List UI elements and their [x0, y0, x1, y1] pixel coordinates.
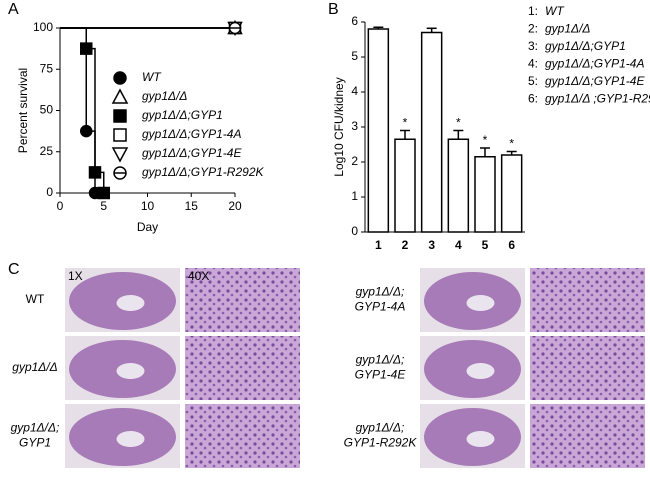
panel-label: A [8, 1, 19, 18]
x-tick-label: 5 [482, 238, 489, 252]
legend-label: gyp1Δ/Δ [142, 89, 187, 103]
legend-label: gyp1Δ/Δ ;GYP1-R292K [545, 92, 650, 106]
bar [420, 31, 443, 233]
column-label: 1X [68, 269, 83, 283]
y-tick-label: 4 [351, 84, 358, 98]
legend-label: gyp1Δ/Δ;GYP1-R292K [142, 165, 264, 179]
pelvis [466, 295, 495, 311]
marker [111, 88, 129, 104]
marker [97, 186, 110, 200]
marker [113, 71, 127, 85]
significance: * [509, 137, 514, 151]
pelvis [116, 431, 145, 447]
row-label: gyp1Δ/Δ; [356, 285, 405, 299]
y-tick-label: 6 [351, 14, 358, 28]
y-tick-label: 75 [40, 61, 54, 75]
marker [88, 166, 102, 179]
legend-label: gyp1Δ/Δ;GYP1 [545, 39, 626, 53]
significance: * [456, 116, 461, 130]
y-tick-label: 100 [33, 20, 53, 34]
legend-label: gyp1Δ/Δ;GYP1-4A [142, 127, 241, 141]
legend-label: gyp1Δ/Δ;GYP1-4A [545, 57, 644, 71]
y-axis-label: Log10 CFU/kidney [332, 77, 346, 176]
bar [474, 156, 496, 233]
pelvis [466, 431, 495, 447]
x-tick-label: 15 [185, 199, 199, 213]
high-mag-image [530, 336, 645, 400]
x-tick-label: 5 [100, 199, 107, 213]
row-label: gyp1Δ/Δ [12, 360, 57, 374]
pelvis [466, 363, 495, 379]
row-label: gyp1Δ/Δ; [356, 353, 405, 367]
legend-key: 3: [528, 39, 538, 53]
high-mag-image [185, 336, 300, 400]
row-label: WT [26, 292, 45, 306]
legend-key: 1: [528, 4, 538, 18]
high-mag-image [530, 268, 645, 332]
bar [394, 138, 416, 233]
x-tick-label: 1 [375, 238, 382, 252]
y-axis-label: Percent survival [16, 68, 30, 153]
high-mag-image [185, 404, 300, 468]
x-axis-label: Day [137, 220, 158, 234]
legend-key: 2: [528, 22, 538, 36]
y-tick-label: 50 [40, 103, 54, 117]
row-label: GYP1-4E [355, 368, 407, 382]
panel-label: C [8, 261, 20, 278]
x-tick-label: 4 [455, 238, 462, 252]
x-tick-label: 3 [428, 238, 435, 252]
y-tick-label: 0 [46, 185, 53, 199]
row-label: gyp1Δ/Δ; [356, 421, 405, 435]
legend-key: 4: [528, 57, 538, 71]
legend-label: gyp1Δ/Δ;GYP1 [142, 108, 223, 122]
pelvis [116, 295, 145, 311]
pelvis [116, 363, 145, 379]
significance: * [403, 116, 408, 130]
column-label: 40X [188, 269, 209, 283]
x-tick-label: 10 [141, 199, 155, 213]
y-tick-label: 25 [40, 144, 54, 158]
bar [447, 138, 470, 233]
y-tick-label: 3 [351, 119, 358, 133]
high-mag-image [530, 404, 645, 468]
marker [80, 42, 93, 55]
bar [500, 154, 523, 233]
legend-label: gyp1Δ/Δ;GYP1-4E [545, 74, 645, 88]
row-label: GYP1 [19, 436, 51, 450]
y-tick-label: 1 [351, 189, 358, 203]
marker [113, 109, 127, 123]
marker [113, 128, 127, 142]
x-tick-label: 2 [402, 238, 409, 252]
marker [80, 124, 93, 138]
row-label: GYP1-4A [355, 300, 406, 314]
legend-key: 6: [528, 92, 538, 106]
x-tick-label: 0 [57, 199, 64, 213]
legend-label: WT [545, 4, 565, 18]
high-mag-image [185, 268, 300, 332]
legend-label: gyp1Δ/Δ;GYP1-4E [142, 146, 242, 160]
marker [111, 147, 129, 163]
legend-key: 5: [528, 74, 538, 88]
legend-label: gyp1Δ/Δ [545, 22, 590, 36]
x-tick-label: 20 [228, 199, 242, 213]
y-tick-label: 0 [351, 224, 358, 238]
bar [367, 28, 390, 233]
row-label: gyp1Δ/Δ; [11, 421, 60, 435]
significance: * [483, 133, 488, 147]
y-tick-label: 5 [351, 49, 358, 63]
panel-label: B [328, 1, 339, 18]
x-tick-label: 6 [508, 238, 515, 252]
legend-label: WT [142, 70, 162, 84]
y-tick-label: 2 [351, 154, 358, 168]
row-label: GYP1-R292K [344, 436, 418, 450]
